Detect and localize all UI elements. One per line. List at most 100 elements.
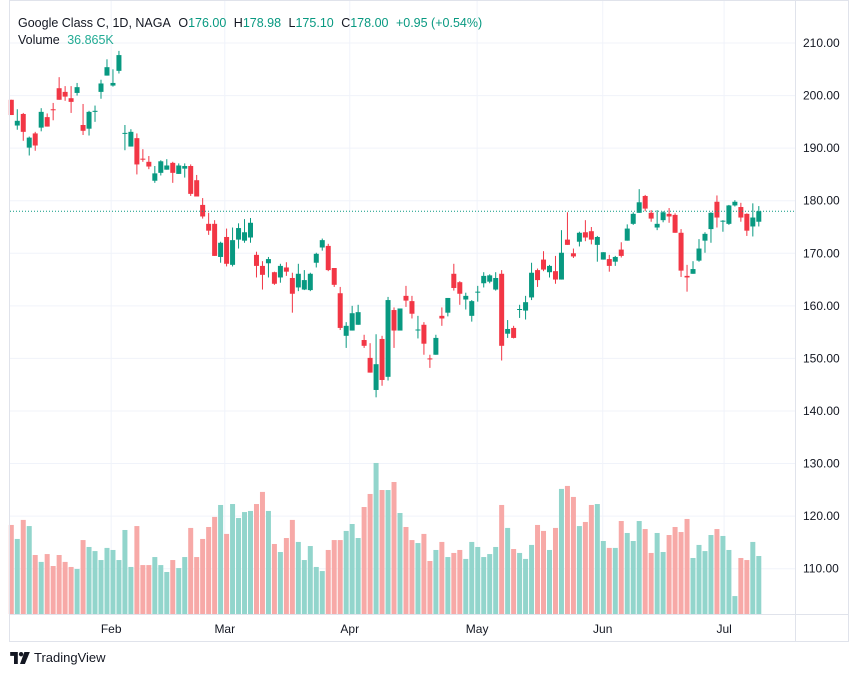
candle-body <box>511 327 517 338</box>
candle-body <box>535 270 541 281</box>
candle <box>14 109 20 130</box>
candle-body <box>570 253 576 257</box>
volume-bar <box>212 516 218 614</box>
candle-body <box>714 201 720 218</box>
candle-body <box>349 313 355 331</box>
candle-body <box>564 239 570 245</box>
time-axis[interactable]: Feb Mar Apr May Jun Jul <box>101 622 732 636</box>
volume-bar <box>182 557 188 614</box>
volume-bar <box>720 535 726 614</box>
candle-body <box>541 259 547 270</box>
volume-bar <box>152 557 158 614</box>
candle <box>588 226 594 245</box>
volume-bar <box>218 504 224 614</box>
candle <box>499 270 505 361</box>
candle-body <box>379 338 385 380</box>
volume-bar <box>702 551 708 614</box>
x-tick-label: Apr <box>340 622 359 636</box>
volume-bar <box>547 549 552 614</box>
candle-body <box>702 233 708 241</box>
volume-bar <box>529 544 535 614</box>
candle <box>457 281 463 305</box>
candle-body <box>481 275 487 284</box>
candle-body <box>493 277 499 290</box>
volume-bar <box>624 532 630 614</box>
high-value: H178.98 <box>234 16 281 30</box>
candle-body <box>343 325 349 336</box>
candle <box>158 160 164 176</box>
candle-body <box>283 267 289 272</box>
candle <box>134 133 140 175</box>
candle-body <box>666 213 672 217</box>
volume-bar <box>642 529 648 614</box>
candle-body <box>397 308 403 331</box>
candle <box>487 274 493 284</box>
price-axis[interactable]: 210.00 200.00 190.00 180.00 170.00 160.00 150.… <box>803 36 840 576</box>
chart-frame <box>9 0 849 642</box>
candle <box>379 335 385 386</box>
volume-bar <box>690 557 696 614</box>
volume-bar <box>271 543 277 614</box>
candle <box>463 292 469 310</box>
candle-body <box>134 138 140 165</box>
candle-body <box>104 67 110 76</box>
candle <box>283 262 289 276</box>
candle-body <box>361 340 367 346</box>
candle <box>732 200 738 207</box>
symbol-title[interactable]: Google Class C, 1D, NAGA <box>18 16 171 30</box>
close-label: C <box>341 16 351 30</box>
volume-bar <box>558 488 564 614</box>
volume-bar <box>206 526 212 614</box>
candle-body <box>236 228 242 240</box>
volume-bar <box>26 526 32 614</box>
candle <box>558 230 564 280</box>
candle-body <box>427 358 433 360</box>
volume-bar <box>8 524 14 614</box>
volume-bar <box>517 552 523 614</box>
volume-bar <box>445 557 451 614</box>
tradingview-logo[interactable]: TradingView <box>10 650 106 665</box>
candle-body <box>367 357 373 373</box>
volume-bar <box>44 554 50 614</box>
x-tick-label: Jul <box>716 622 731 636</box>
candle <box>594 235 600 262</box>
volume-bar <box>68 566 74 614</box>
candle <box>600 252 606 260</box>
volume-bar <box>32 555 38 614</box>
candle <box>116 50 122 74</box>
candle-body <box>409 301 415 314</box>
candle-body <box>469 301 475 316</box>
candle-body <box>750 217 756 227</box>
volume-bar <box>98 560 104 614</box>
candle-body <box>68 98 74 102</box>
candle-body <box>331 267 337 285</box>
candle-body <box>194 180 200 197</box>
candle-body <box>630 213 636 224</box>
candle <box>164 159 170 170</box>
volume-bar <box>253 504 259 614</box>
y-tick-label: 210.00 <box>803 36 840 50</box>
candle-body <box>654 223 660 228</box>
candle <box>696 239 702 262</box>
volume-bar <box>505 527 511 614</box>
candle <box>110 69 116 87</box>
candle <box>469 300 475 322</box>
low-value: L175.10 <box>289 16 334 30</box>
volume-bar <box>164 571 170 614</box>
candle-body <box>642 195 648 209</box>
candle-body <box>146 161 152 167</box>
volume-label[interactable]: Volume <box>18 33 60 47</box>
volume-bar <box>487 554 493 614</box>
volume-bar <box>457 549 463 614</box>
volume-bar <box>242 512 248 614</box>
candle-body <box>86 111 92 129</box>
candle-body <box>529 272 535 298</box>
volume-bar <box>259 491 265 614</box>
candle-body <box>230 240 236 265</box>
y-tick-label: 110.00 <box>803 562 839 576</box>
volume-bar <box>600 540 606 614</box>
volume-bar <box>224 533 230 614</box>
volume-bar <box>20 519 26 614</box>
candle <box>493 272 499 291</box>
